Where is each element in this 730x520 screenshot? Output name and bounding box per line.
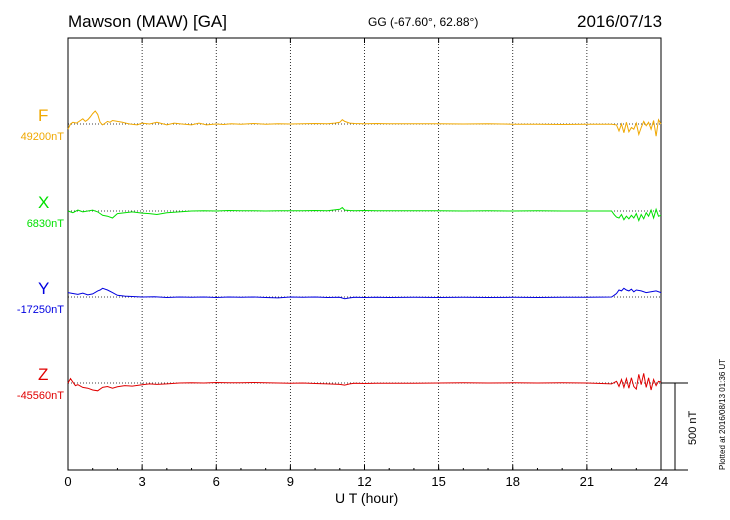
- series-f-label: F: [38, 106, 49, 125]
- x-tick-label: 0: [64, 474, 72, 489]
- series-z-baseline: -45560nT: [16, 390, 64, 402]
- x-tick-label: 15: [431, 474, 446, 489]
- x-axis-label: U T (hour): [335, 490, 399, 506]
- series-x-label: X: [38, 193, 50, 212]
- chart-title: Mawson (MAW) [GA]: [68, 12, 227, 31]
- x-tick-label: 24: [653, 474, 669, 489]
- series-y-baseline: -17250nT: [16, 304, 64, 316]
- plotted-timestamp: Plotted at 2016/08/13 01:36 UT: [718, 358, 727, 470]
- x-tick-label: 12: [357, 474, 372, 489]
- series-y-label: Y: [38, 279, 50, 298]
- series-x-line: [67, 206, 662, 223]
- scale-bar-label: 500 nT: [687, 410, 699, 445]
- x-tick-label: 21: [579, 474, 595, 489]
- x-tick-label: 18: [505, 474, 520, 489]
- series-x-baseline: 6830nT: [26, 218, 64, 230]
- x-tick-label: 3: [138, 474, 146, 489]
- series-z-line: [67, 373, 662, 392]
- series-y-line: [67, 287, 662, 300]
- x-tick-label: 6: [212, 474, 220, 489]
- chart-date: 2016/07/13: [577, 12, 663, 31]
- station-coordinates: GG (-67.60°, 62.88°): [368, 15, 479, 29]
- x-tick-label: 9: [286, 474, 294, 489]
- series-z-label: Z: [38, 365, 49, 384]
- series-f-line: [67, 110, 662, 137]
- series-f-baseline: 49200nT: [20, 131, 64, 143]
